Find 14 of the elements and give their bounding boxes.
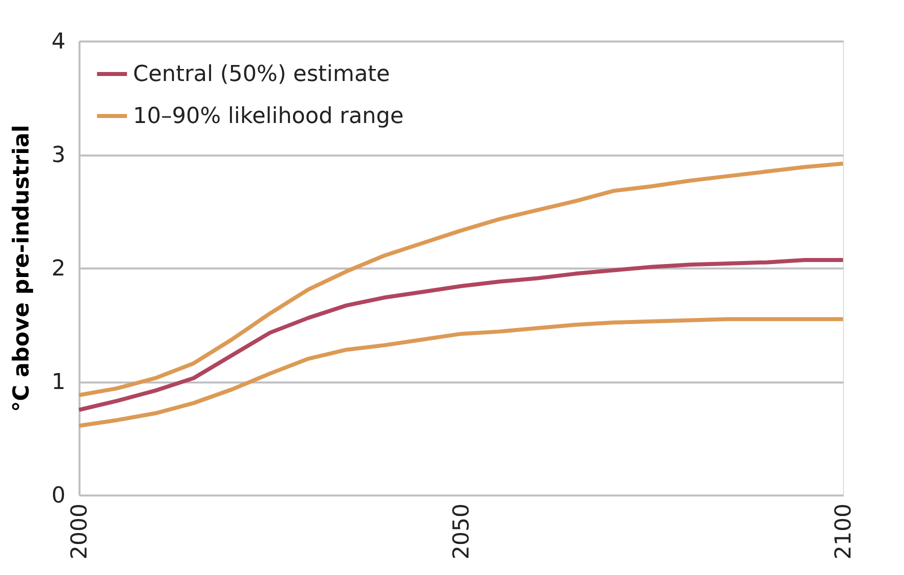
line-series bbox=[77, 317, 845, 428]
y-tick-label: 2 bbox=[52, 256, 66, 282]
y-tick-label: 1 bbox=[52, 370, 66, 395]
x-tick-label: 2000 bbox=[68, 504, 92, 560]
x-tick-label: 2100 bbox=[832, 504, 856, 560]
y-tick-label: 3 bbox=[52, 143, 66, 168]
x-tick-label: 2050 bbox=[450, 504, 474, 560]
line-series bbox=[77, 162, 845, 398]
legend-label: 10–90% likelihood range bbox=[133, 104, 404, 129]
y-tick-label: 0 bbox=[52, 484, 66, 508]
legend-label: Central (50%) estimate bbox=[133, 62, 390, 87]
y-axis-title: °C above pre-industrial bbox=[10, 124, 35, 412]
y-tick-label: 4 bbox=[52, 30, 66, 54]
line-series bbox=[77, 258, 845, 412]
